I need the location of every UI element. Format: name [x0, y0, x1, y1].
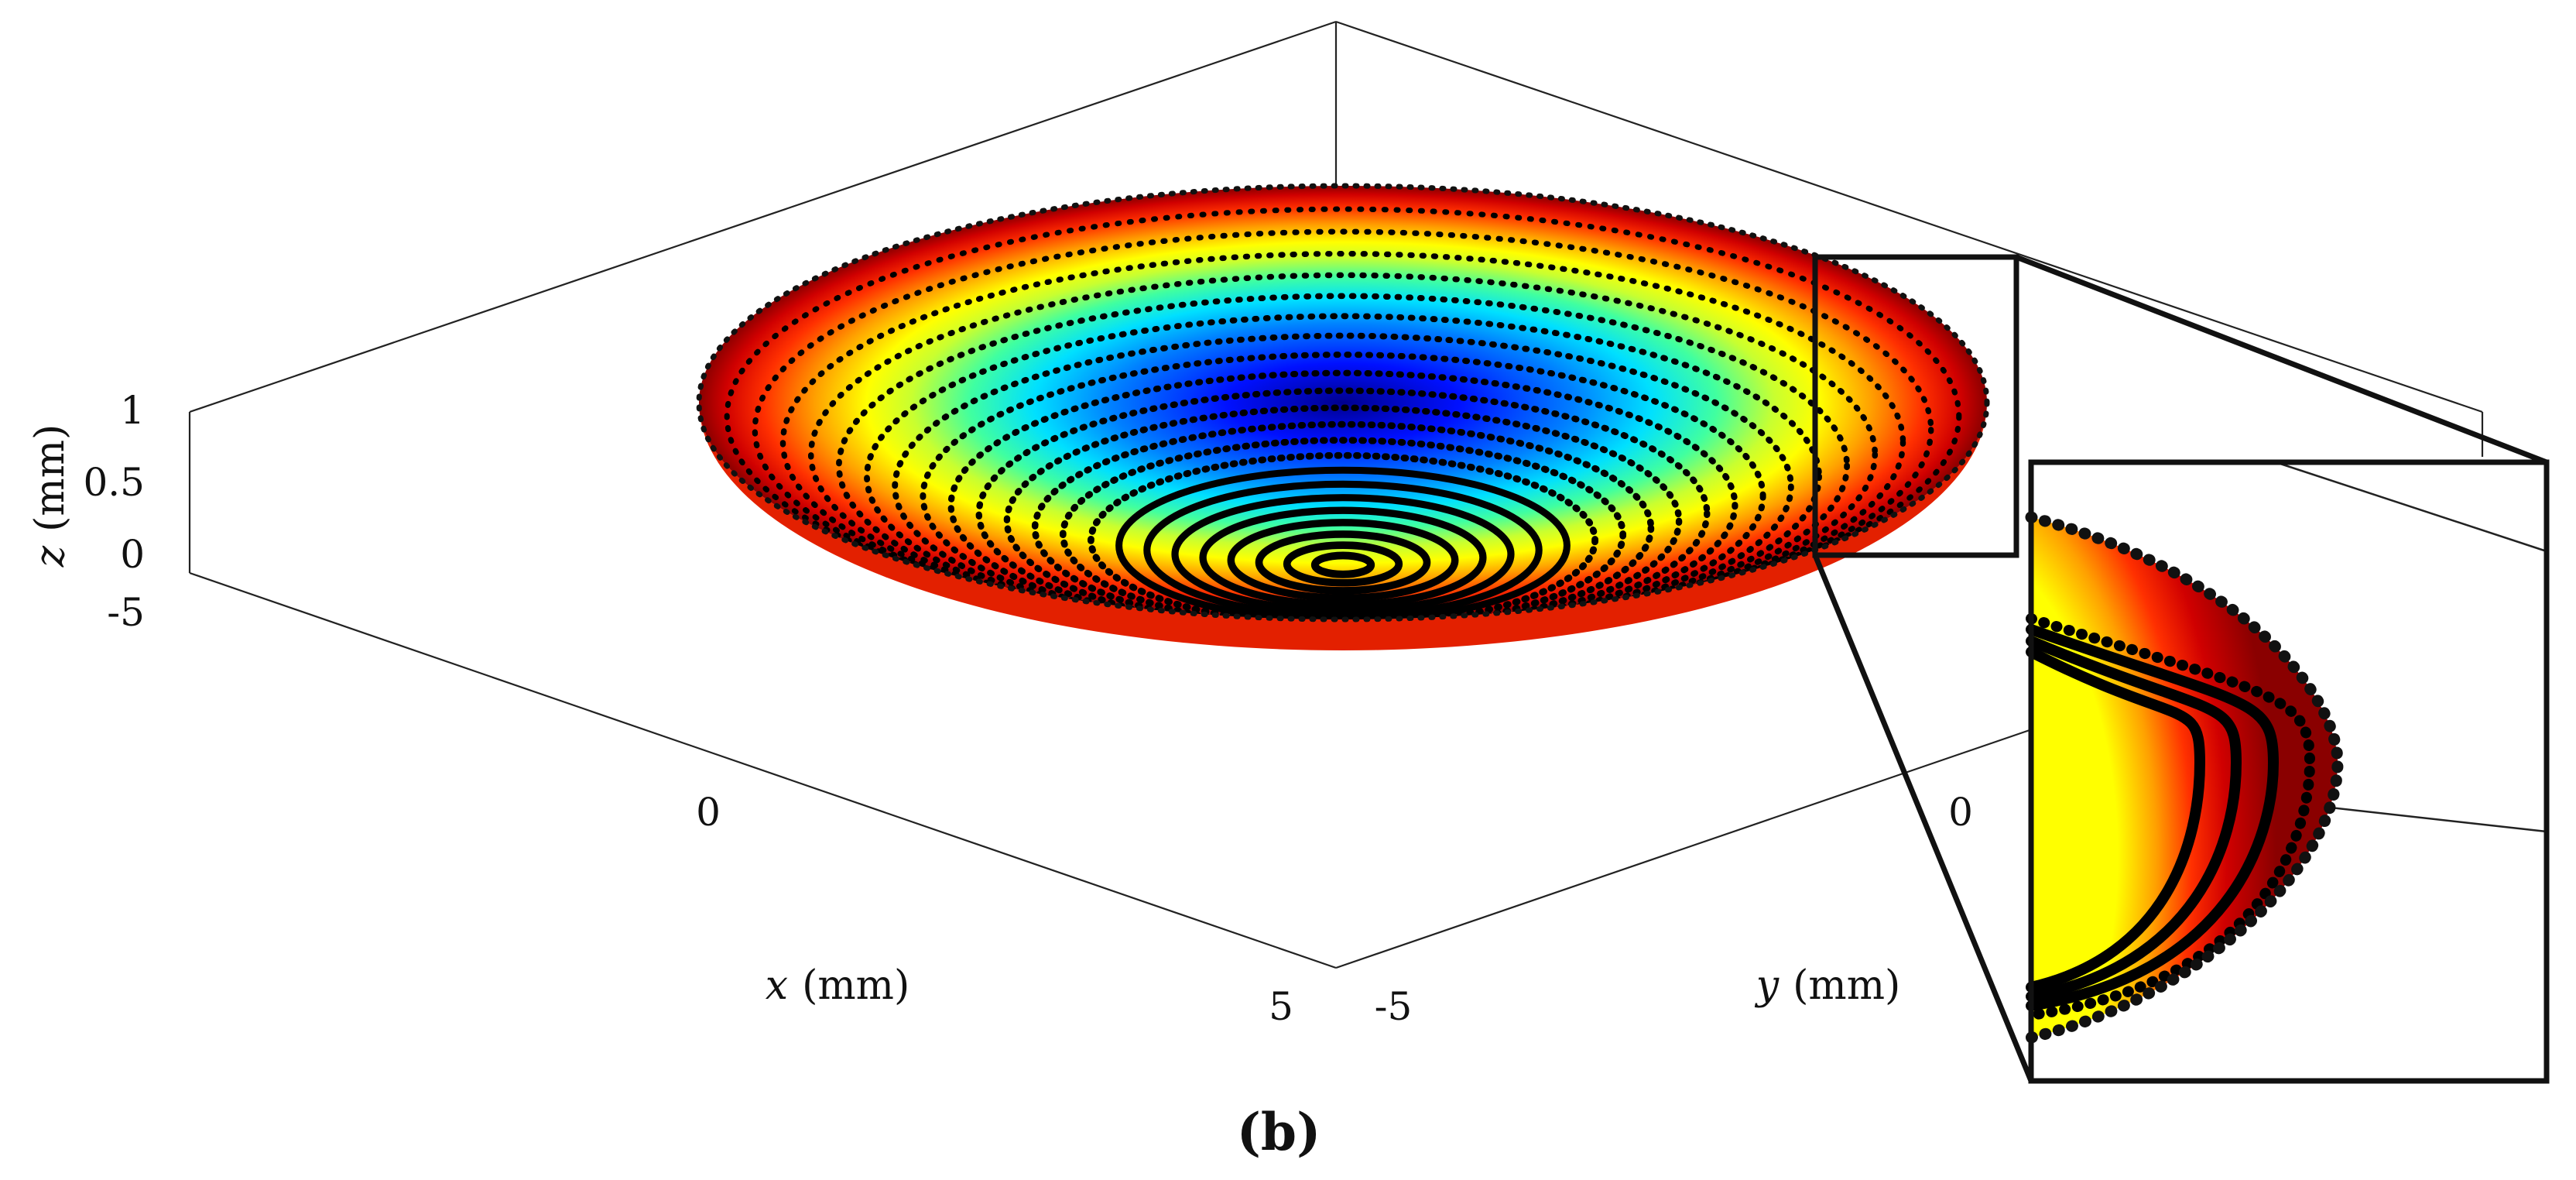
axes-box [188, 20, 2484, 969]
corner-tick: -5 [107, 590, 145, 635]
scatter-ring [947, 369, 1738, 619]
scatter-ring [1143, 480, 1543, 619]
scatter-ring [1003, 404, 1683, 619]
scatter-ring [1227, 519, 1459, 602]
tick-labels: 1 0.5 0 -5 0 5 -5 0 [83, 388, 1972, 1029]
scatter-ring [892, 332, 1794, 619]
scatter-ring [1255, 530, 1431, 595]
scatter-ring [836, 293, 1850, 619]
inset-scatter-ring [2026, 636, 2242, 1002]
y-tick-neg5: -5 [1375, 984, 1413, 1029]
inset-scatter-rings [2026, 613, 2316, 1020]
x-tick-0: 0 [696, 790, 721, 835]
inset-rim-points [2025, 511, 2344, 1044]
bowl-top [699, 186, 1987, 619]
scatter-ring [1031, 420, 1655, 619]
x-axis-label: x (mm) [766, 962, 910, 1009]
inset-frame [2028, 459, 2550, 1084]
x-tick-5: 5 [1269, 984, 1293, 1029]
z-tick-1: 1 [120, 388, 145, 433]
back-edge-left [189, 20, 1337, 413]
bowl-surface [696, 183, 1990, 650]
back-edge-right [1335, 20, 2483, 413]
z-axis-label: z(mm) [27, 424, 74, 568]
floor-edge-right [1335, 719, 2060, 969]
inset-scatter-ring [2026, 613, 2316, 1020]
scatter-ring [1171, 494, 1515, 615]
scatter-ring [752, 228, 1934, 619]
scatter-ring [1088, 451, 1599, 619]
zoom-connector-top [2015, 254, 2548, 465]
axis-labels: x (mm) y (mm) z(mm) [27, 424, 1900, 1009]
inset-scatter-ring [2026, 624, 2280, 1011]
scatter-ring [975, 387, 1711, 619]
inset-scatter-ring [2026, 647, 2206, 993]
scatter-ring [920, 352, 1766, 619]
scatter-ring [1310, 551, 1375, 578]
scatter-ring [1115, 466, 1571, 619]
zoom-region-box [1812, 254, 2019, 558]
y-tick-0: 0 [1948, 790, 1973, 835]
inset-axis-line-upper [2275, 461, 2547, 553]
scatter-ring [864, 313, 1822, 619]
bowl-rim [696, 183, 1990, 623]
scatter-ring [1059, 437, 1627, 619]
scatter-rings [724, 206, 1962, 619]
floor-edge-left [189, 571, 1337, 969]
z-tick-0: 0 [120, 532, 145, 577]
y-axis-label: y (mm) [1755, 962, 1901, 1009]
scatter-ring [724, 206, 1962, 619]
scatter-ring [807, 272, 1879, 619]
zoom-callout [1812, 254, 2548, 1082]
zoom-inset [2025, 459, 2550, 1084]
scatter-ring [779, 251, 1906, 619]
scatter-ring [1283, 541, 1403, 587]
panel-label: (b) [1237, 1102, 1321, 1162]
scatter-ring [1199, 506, 1487, 609]
z-tick-0.5: 0.5 [83, 460, 145, 505]
zoom-connector-bottom [1812, 554, 2034, 1082]
